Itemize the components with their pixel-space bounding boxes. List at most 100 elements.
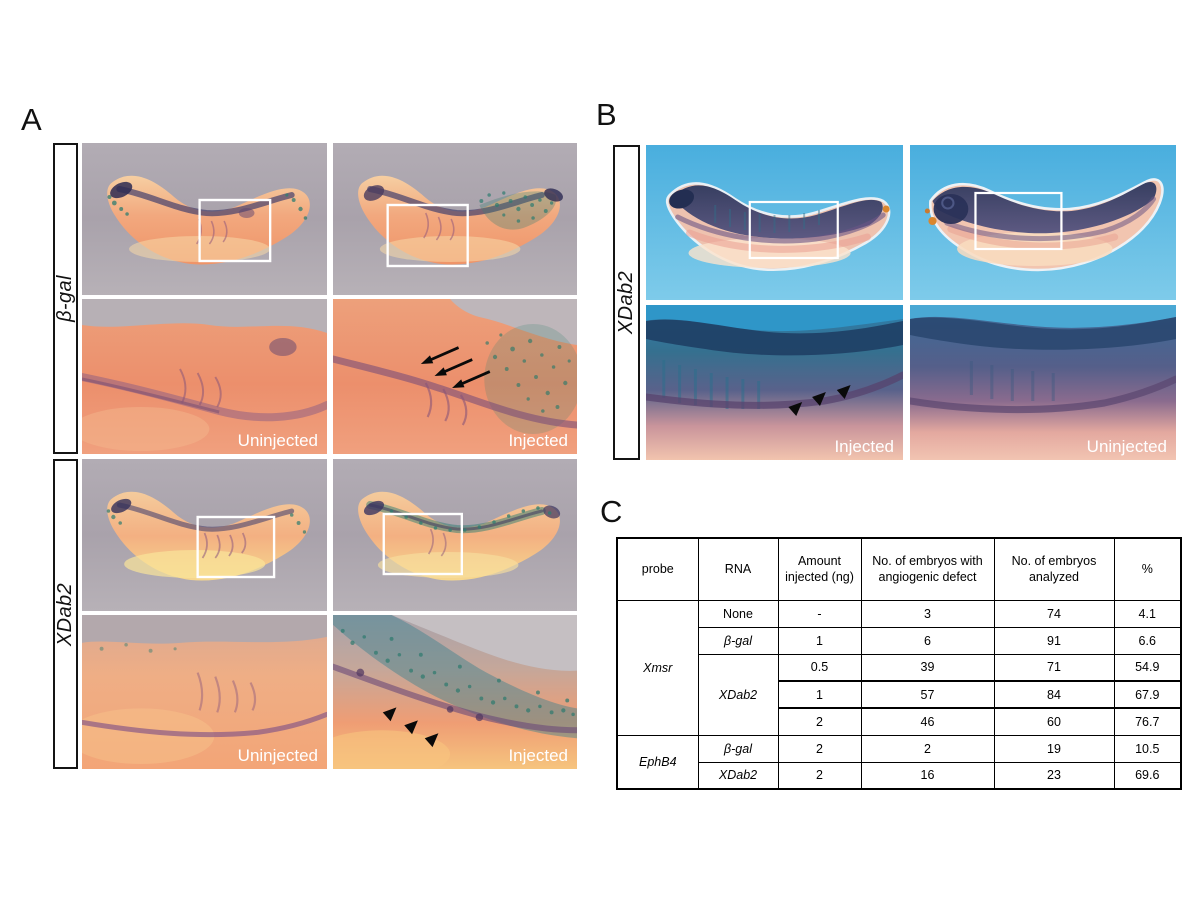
cell-amount: 1 [777, 626, 862, 655]
roi-box [198, 198, 272, 263]
embryo-illustration [82, 615, 327, 769]
cell-percent: 10.5 [1113, 734, 1182, 763]
cell-analyzed: 74 [993, 599, 1115, 628]
cell-defect: 2 [860, 734, 995, 763]
cell-percent: 67.9 [1113, 680, 1182, 709]
cell-analyzed: 60 [993, 707, 1115, 736]
cell-defect: 16 [860, 761, 995, 790]
embryo-image-b-uninjected-whole [910, 145, 1176, 300]
table-row: 2 46 60 76.7 [617, 707, 1182, 736]
stain-speckles [485, 333, 571, 413]
gene-label-box-xdab2-a: XDab2 [53, 459, 78, 769]
somite-striations [662, 360, 761, 409]
cell-amount: 2 [777, 707, 862, 736]
table-row: 1 57 84 67.9 [617, 680, 1182, 709]
caption-injected: Injected [508, 431, 568, 450]
embryo-illustration [82, 143, 327, 295]
roi-box [974, 191, 1063, 251]
cell-analyzed: 23 [993, 761, 1115, 790]
embryo-image-a-xdab2-uninjected-whole [82, 459, 327, 611]
cell-percent: 4.1 [1113, 599, 1182, 628]
stain-speckles [107, 193, 308, 220]
cell-percent: 69.6 [1113, 761, 1182, 790]
caption-injected: Injected [508, 746, 568, 765]
embryo-illustration [333, 615, 577, 769]
stain-speckles [389, 506, 552, 532]
cell-amount: 1 [777, 680, 862, 709]
somite-striations [969, 361, 1055, 401]
embryo-illustration [333, 143, 577, 295]
panel-a-label: A [21, 102, 42, 137]
cell-rna: β-gal [697, 626, 779, 655]
table-row: Xmsr None - 3 74 4.1 [616, 599, 1182, 736]
cell-percent: 6.6 [1113, 626, 1182, 655]
cell-percent: 54.9 [1113, 653, 1182, 682]
cell-rna: β-gal [697, 734, 779, 763]
embryo-image-a-bgal-injected-zoom: Injected [333, 299, 577, 454]
cell-analyzed: 91 [993, 626, 1115, 655]
embryo-illustration [82, 459, 327, 611]
col-header-percent: % [1113, 537, 1182, 601]
cell-defect: 3 [860, 599, 995, 628]
arrowhead-annotations [382, 707, 439, 748]
roi-box [748, 200, 839, 260]
stain-speckles [479, 191, 554, 223]
somite-striations [714, 205, 820, 233]
panel-c-label: C [600, 494, 623, 529]
embryo-illustration [82, 299, 327, 454]
gene-label-bgal: β-gal [54, 275, 76, 322]
cell-amount: 2 [777, 761, 862, 790]
cell-probe: EphB4 [616, 734, 699, 790]
cell-probe: Xmsr [616, 599, 699, 736]
embryo-image-a-bgal-injected-whole [333, 143, 577, 295]
embryo-illustration [910, 145, 1176, 300]
cell-defect: 57 [860, 680, 995, 709]
arrowhead-annotations [788, 385, 851, 416]
table-row: EphB4 β-gal 2 2 19 10.5 [616, 734, 1182, 790]
cell-analyzed: 84 [993, 680, 1115, 709]
cell-rna: None [697, 599, 779, 628]
roi-box [382, 512, 464, 576]
embryo-image-a-bgal-uninjected-whole [82, 143, 327, 295]
col-header-analyzed: No. of embryos analyzed [993, 537, 1115, 601]
embryo-illustration [910, 305, 1176, 460]
embryo-illustration [333, 299, 577, 454]
gene-label-xdab2-b: XDab2 [615, 270, 637, 335]
cell-defect: 6 [860, 626, 995, 655]
cell-percent: 76.7 [1113, 707, 1182, 736]
stain-speckles [99, 643, 177, 653]
caption-uninjected: Uninjected [237, 746, 318, 765]
roi-box [196, 515, 276, 579]
eye-swirl [941, 196, 955, 210]
embryo-image-b-injected-zoom: Injected [646, 305, 903, 460]
col-header-defect: No. of embryos with angiogenic defect [860, 537, 995, 601]
col-header-amount: Amount injected (ng) [777, 537, 862, 601]
caption-uninjected: Uninjected [237, 431, 318, 450]
caption-uninjected: Uninjected [1086, 437, 1167, 456]
cell-amount: 0.5 [777, 653, 862, 682]
roi-box [386, 203, 469, 268]
cell-defect: 39 [860, 653, 995, 682]
embryo-image-a-xdab2-uninjected-zoom: Uninjected [82, 615, 327, 769]
cell-rna: XDab2 [697, 653, 779, 736]
cell-defect: 46 [860, 707, 995, 736]
embryo-illustration [646, 305, 903, 460]
embryo-image-a-xdab2-injected-zoom: Injected [333, 615, 577, 769]
col-header-rna: RNA [697, 537, 779, 601]
table-row: XDab2 2 16 23 69.6 [617, 761, 1182, 790]
cell-analyzed: 19 [993, 734, 1115, 763]
embryo-image-b-uninjected-zoom: Uninjected [910, 305, 1176, 460]
embryo-illustration [646, 145, 903, 300]
arrow-annotations [420, 346, 491, 388]
cell-rna: XDab2 [697, 761, 779, 790]
table-row: XDab2 0.5 39 71 54.9 [617, 653, 1182, 736]
results-table: probe RNA Amount injected (ng) No. of em… [616, 537, 1182, 790]
embryo-image-a-xdab2-injected-whole [333, 459, 577, 611]
stain-speckles [340, 628, 575, 717]
panel-b-label: B [596, 97, 617, 132]
table-row: β-gal 1 6 91 6.6 [617, 626, 1182, 655]
col-header-probe: probe [616, 537, 699, 601]
embryo-image-a-bgal-uninjected-zoom: Uninjected [82, 299, 327, 454]
cell-amount: 2 [777, 734, 862, 763]
